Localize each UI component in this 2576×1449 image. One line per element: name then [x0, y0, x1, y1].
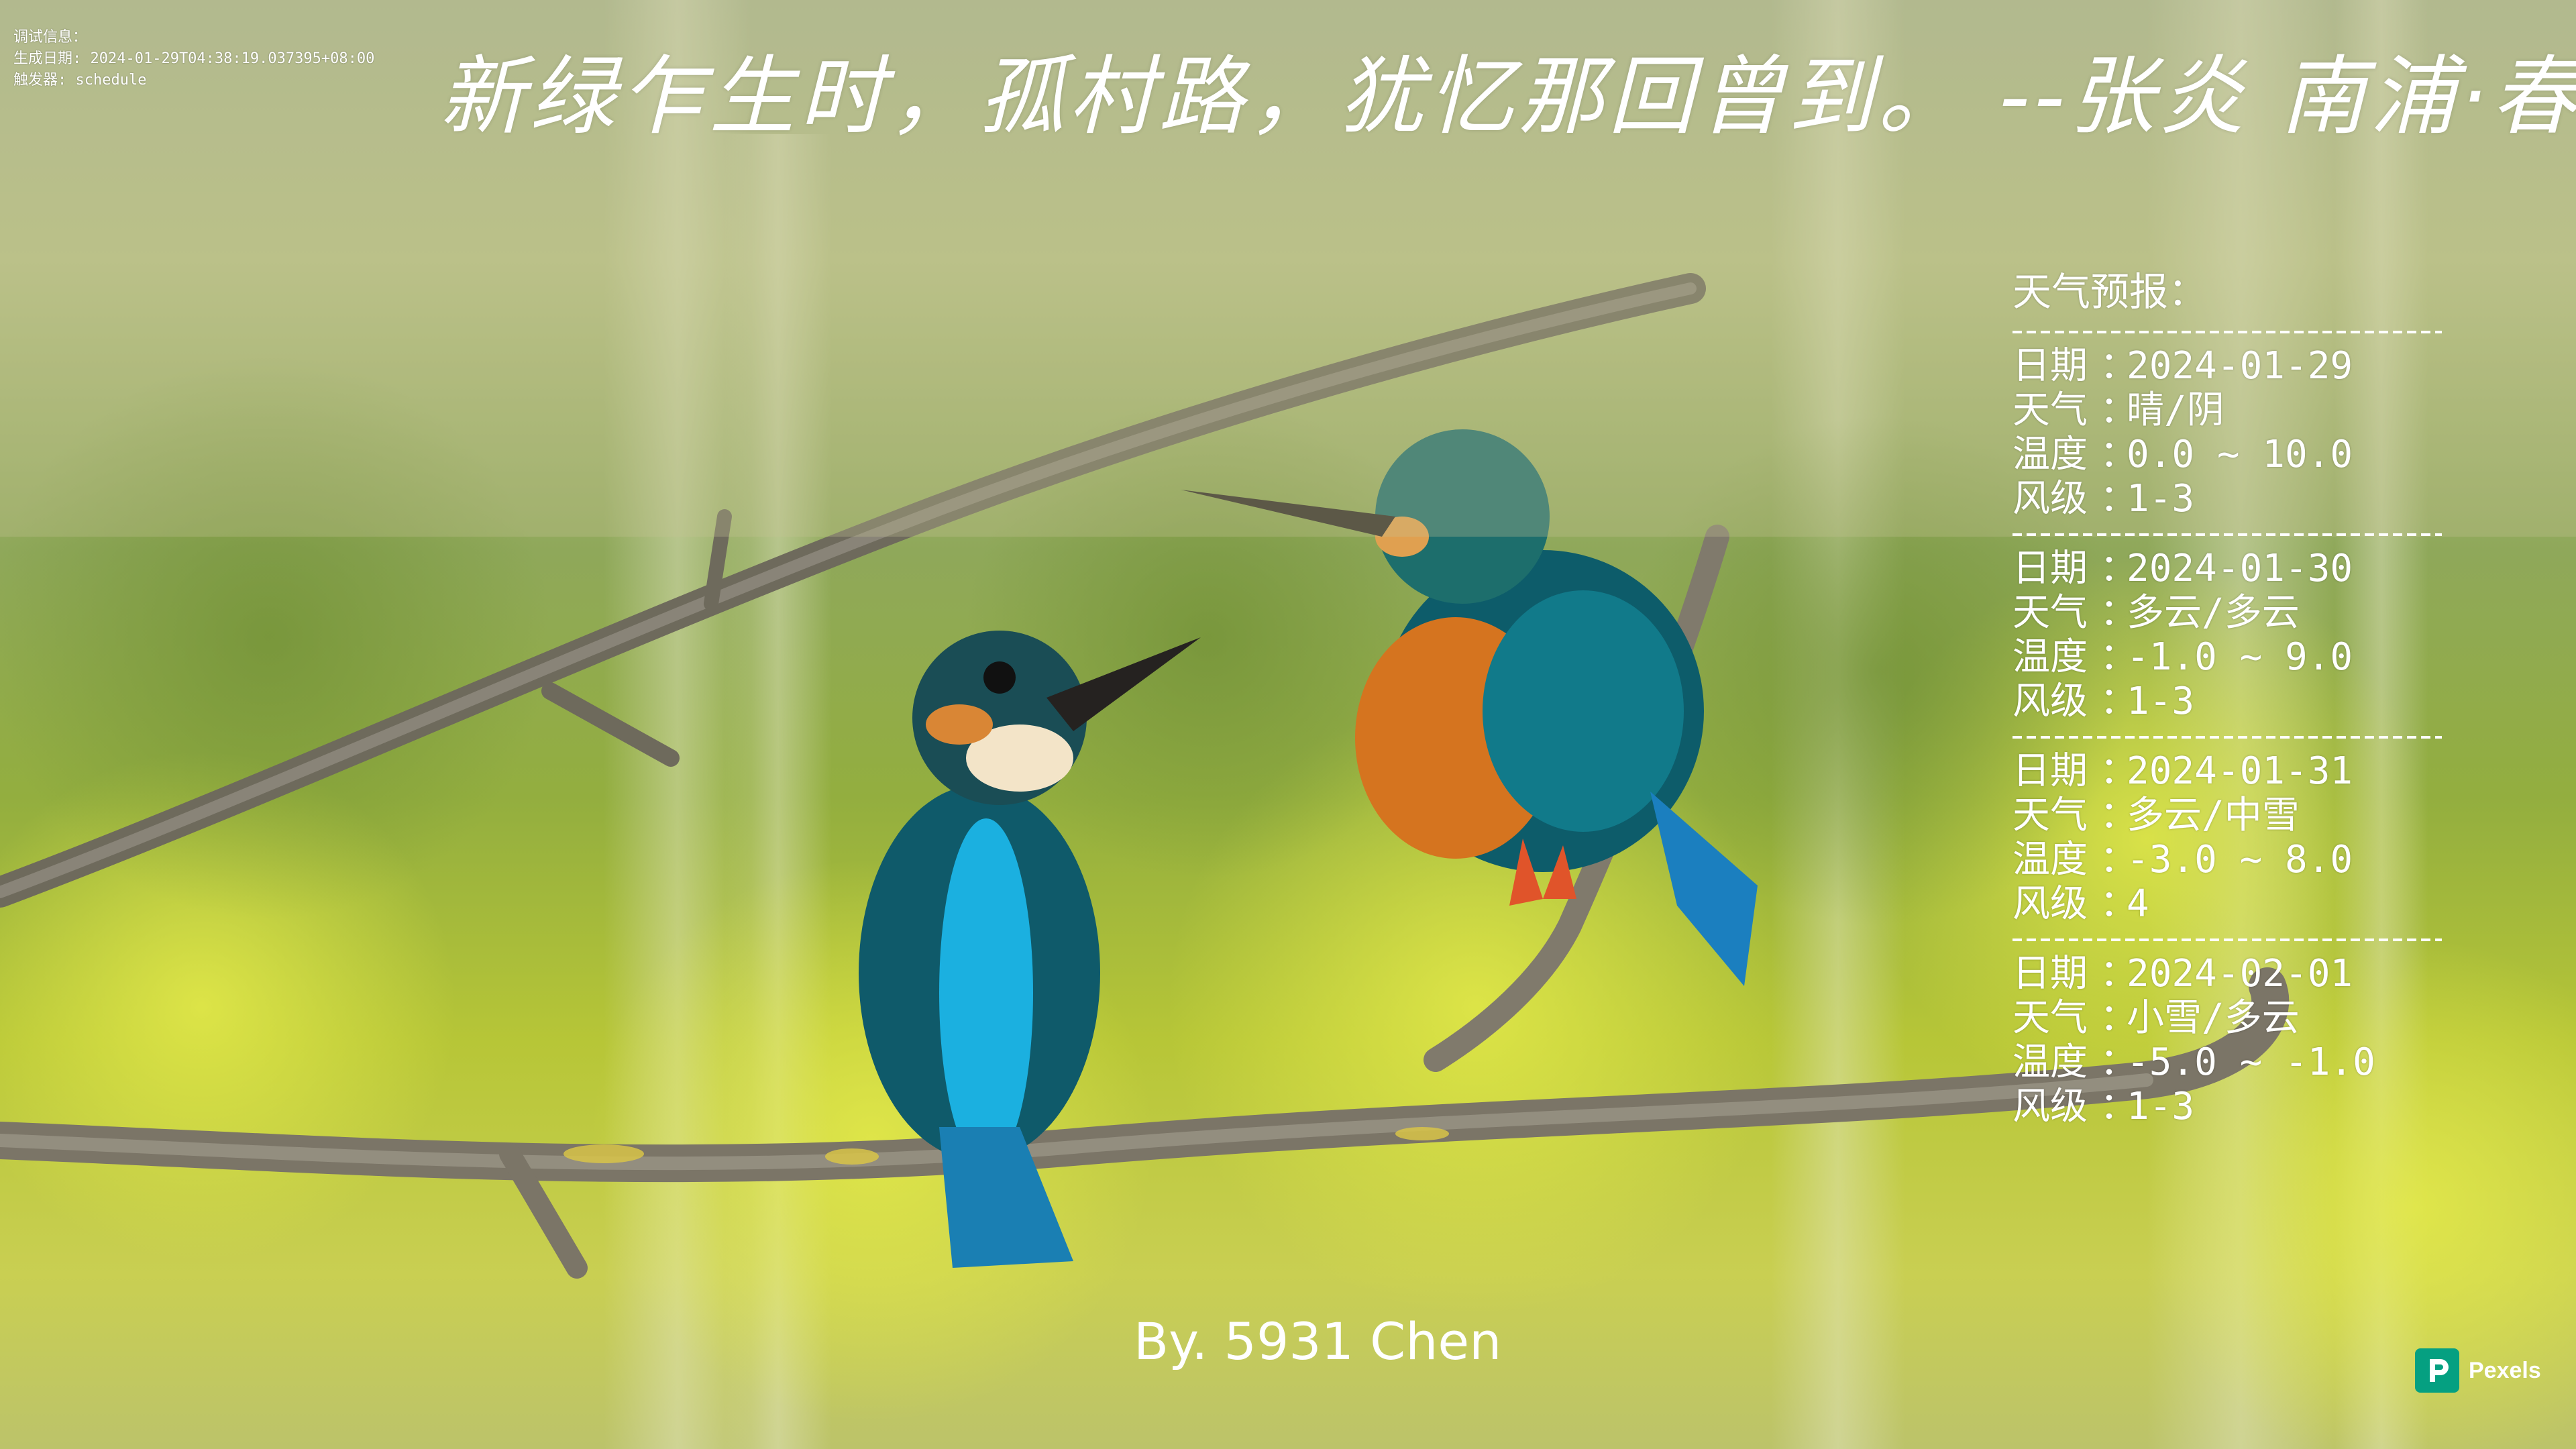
- wind-value: 1-3: [2127, 1085, 2195, 1128]
- author-byline: By. 5931 Chen: [1134, 1311, 1502, 1371]
- weather-value: 小雪/多云: [2127, 996, 2300, 1040]
- colon: ：: [2100, 749, 2137, 793]
- colon: ：: [2100, 952, 2137, 996]
- weather-value: 晴/阴: [2127, 388, 2224, 432]
- forecast-date-row: 日期 ：2024-01-30: [2012, 547, 2442, 591]
- forecast-weather-row: 天气 ：多云/多云: [2012, 591, 2442, 635]
- forecast-temp-row: 温度 ：-1.0 ~ 9.0: [2012, 635, 2442, 680]
- colon: ：: [2100, 794, 2137, 837]
- wind-label: 风级: [2012, 1085, 2088, 1128]
- colon: ：: [2100, 680, 2137, 723]
- forecast-day: 日期 ：2024-02-01 天气 ：小雪/多云 温度 ：-5.0 ~ -1.0 风级…: [2012, 952, 2442, 1129]
- temp-value: -5.0 ~ -1.0: [2127, 1040, 2375, 1084]
- date-label: 日期: [2012, 952, 2088, 996]
- wind-label: 风级: [2012, 882, 2088, 926]
- colon: ：: [2100, 591, 2137, 635]
- colon: ：: [2100, 882, 2137, 926]
- pexels-watermark-text: Pexels: [2469, 1357, 2541, 1383]
- forecast-wind-row: 风级 ：1-3: [2012, 1085, 2442, 1129]
- forecast-temp-row: 温度 ：0.0 ~ 10.0: [2012, 433, 2442, 477]
- forecast-title: 天气预报：: [2012, 269, 2208, 315]
- weather-value: 多云/多云: [2127, 591, 2300, 635]
- colon: ：: [2100, 477, 2137, 521]
- weather-value: 多云/中雪: [2127, 794, 2300, 837]
- forecast-temp-row: 温度 ：-5.0 ~ -1.0: [2012, 1040, 2442, 1085]
- wind-label: 风级: [2012, 680, 2088, 723]
- colon: ：: [2100, 838, 2137, 881]
- poem-quote: 新绿乍生时，孤村路，犹忆那回曾到。 --张炎 南浦·春水: [439, 47, 2576, 147]
- forecast-wind-row: 风级 ：4: [2012, 882, 2442, 926]
- forecast-weather-row: 天气 ：小雪/多云: [2012, 996, 2442, 1040]
- divider: [2012, 533, 2442, 536]
- divider: [2012, 736, 2442, 739]
- forecast-date-row: 日期 ：2024-01-29: [2012, 344, 2442, 388]
- wind-value: 1-3: [2127, 680, 2195, 723]
- forecast-day: 日期 ：2024-01-29 天气 ：晴/阴 温度 ：0.0 ~ 10.0 风级 ：1-…: [2012, 344, 2442, 521]
- colon: ：: [2100, 635, 2137, 679]
- colon: ：: [2100, 433, 2137, 476]
- forecast-temp-row: 温度 ：-3.0 ~ 8.0: [2012, 838, 2442, 882]
- wind-label: 风级: [2012, 477, 2088, 521]
- forecast-date-row: 日期 ：2024-02-01: [2012, 952, 2442, 996]
- top-translucent-band: [0, 0, 2576, 537]
- temp-label: 温度: [2012, 635, 2088, 679]
- forecast-wind-row: 风级 ：1-3: [2012, 477, 2442, 521]
- date-value: 2024-01-30: [2127, 547, 2353, 590]
- colon: ：: [2100, 1040, 2137, 1084]
- temp-value: 0.0 ~ 10.0: [2127, 433, 2353, 476]
- colon: ：: [2100, 388, 2137, 432]
- date-label: 日期: [2012, 749, 2088, 793]
- colon: ：: [2100, 996, 2137, 1040]
- date-label: 日期: [2012, 547, 2088, 590]
- debug-trigger: 触发器: schedule: [13, 72, 147, 89]
- date-value: 2024-01-31: [2127, 749, 2353, 793]
- temp-label: 温度: [2012, 838, 2088, 881]
- forecast-weather-row: 天气 ：多云/中雪: [2012, 794, 2442, 838]
- weather-label: 天气: [2012, 591, 2088, 635]
- pexels-watermark: Pexels: [2415, 1348, 2541, 1393]
- date-label: 日期: [2012, 344, 2088, 388]
- forecast-day: 日期 ：2024-01-31 天气 ：多云/中雪 温度 ：-3.0 ~ 8.0 风级：…: [2012, 749, 2442, 926]
- debug-generated-date: 生成日期: 2024-01-29T04:38:19.037395+08:00: [13, 50, 375, 67]
- forecast-weather-row: 天气 ：晴/阴: [2012, 388, 2442, 433]
- colon: ：: [2100, 344, 2137, 388]
- colon: ：: [2100, 1085, 2137, 1128]
- forecast-day: 日期 ：2024-01-30 天气 ：多云/多云 温度 ：-1.0 ~ 9.0 风级：…: [2012, 547, 2442, 724]
- temp-value: -3.0 ~ 8.0: [2127, 838, 2353, 881]
- wind-value: 1-3: [2127, 477, 2195, 521]
- forecast-wind-row: 风级 ：1-3: [2012, 680, 2442, 724]
- temp-label: 温度: [2012, 433, 2088, 476]
- divider: [2012, 938, 2442, 941]
- weather-label: 天气: [2012, 794, 2088, 837]
- date-value: 2024-01-29: [2127, 344, 2353, 388]
- pexels-logo-icon: [2415, 1348, 2459, 1393]
- temp-value: -1.0 ~ 9.0: [2127, 635, 2353, 679]
- date-value: 2024-02-01: [2127, 952, 2353, 996]
- divider: [2012, 331, 2442, 333]
- debug-info: 调试信息： 生成日期: 2024-01-29T04:38:19.037395+0…: [13, 27, 374, 91]
- colon: ：: [2100, 547, 2137, 590]
- weather-label: 天气: [2012, 996, 2088, 1040]
- weather-label: 天气: [2012, 388, 2088, 432]
- forecast-date-row: 日期 ：2024-01-31: [2012, 749, 2442, 794]
- wind-value: 4: [2127, 882, 2149, 926]
- debug-header: 调试信息：: [13, 29, 88, 46]
- temp-label: 温度: [2012, 1040, 2088, 1084]
- weather-forecast-panel: 天气预报： 日期 ：2024-01-29 天气 ：晴/阴 温度 ：0.0 ~ 10.0…: [2012, 265, 2442, 1129]
